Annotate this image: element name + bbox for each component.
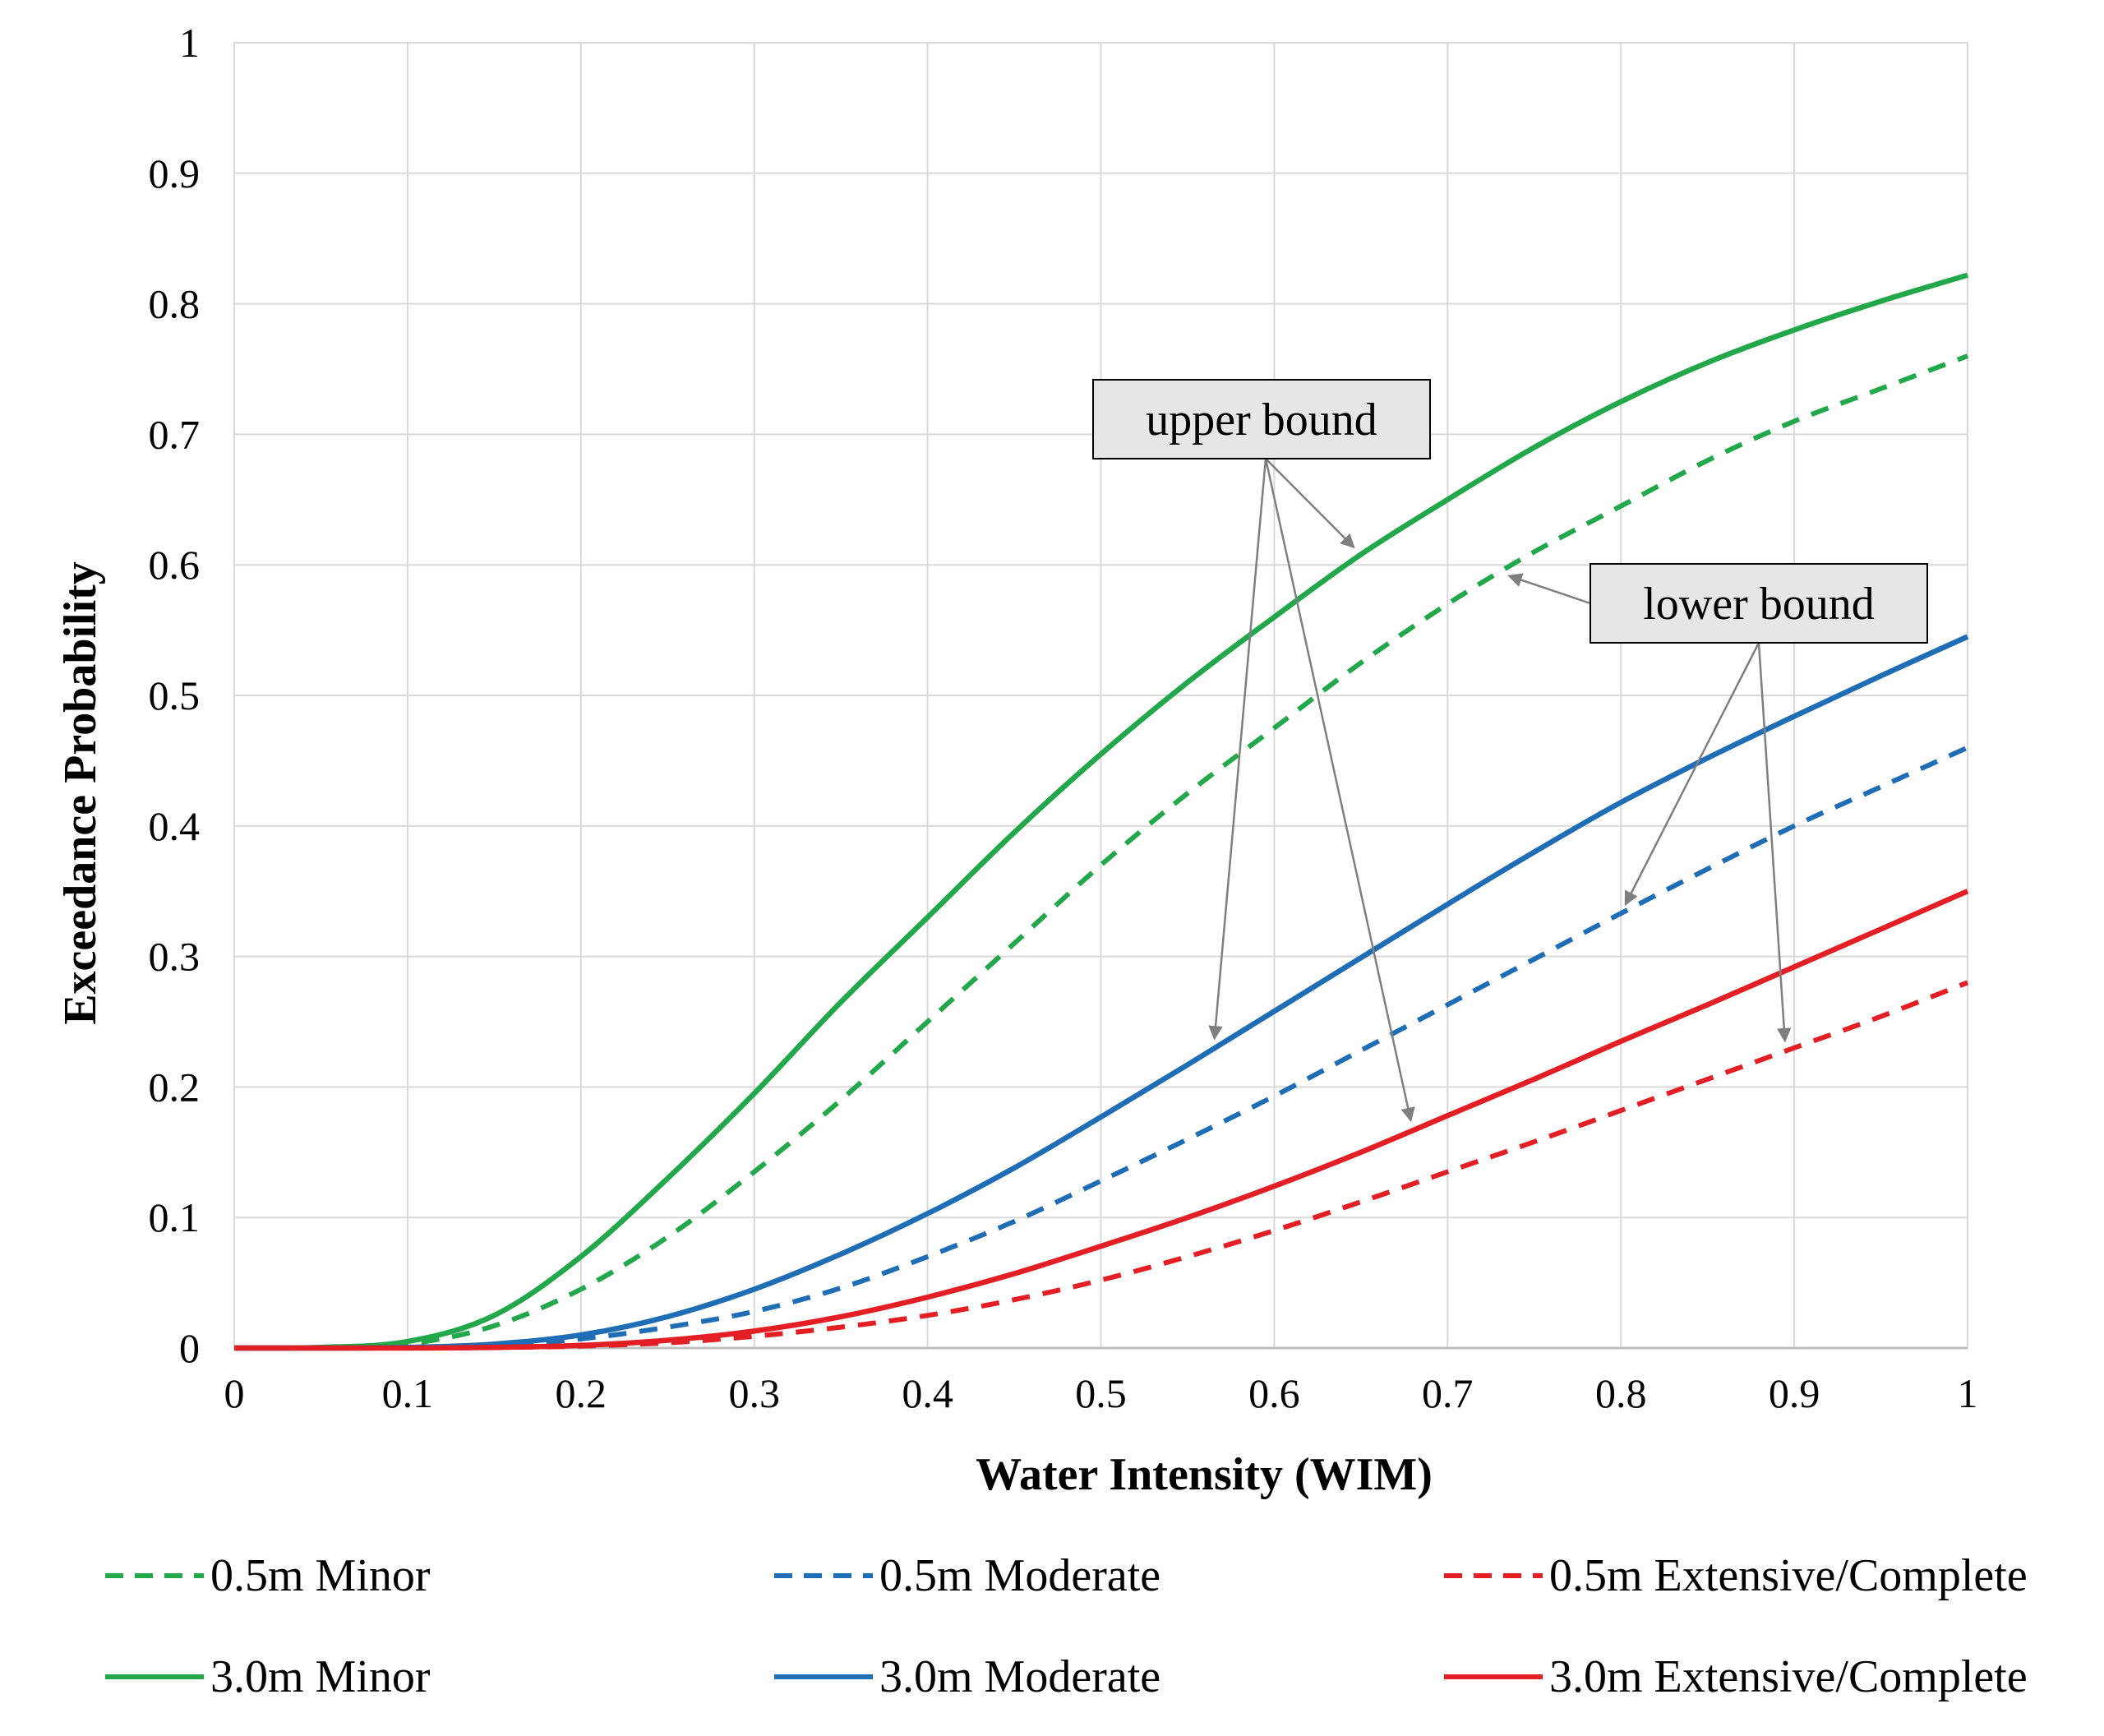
legend-item: 0.5m Minor xyxy=(105,1550,431,1601)
y-tick-label: 0.9 xyxy=(149,150,201,196)
grid-lines xyxy=(233,42,1968,1349)
x-tick-label: 0.1 xyxy=(382,1370,434,1416)
x-tick-label: 0.8 xyxy=(1595,1370,1647,1416)
series-line-3-0m-minor xyxy=(233,272,1968,1351)
legend-item: 0.5m Extensive/Complete xyxy=(1444,1550,2028,1601)
legend-label: 3.0m Extensive/Complete xyxy=(1549,1651,2028,1702)
legend-label: 3.0m Moderate xyxy=(879,1651,1160,1702)
x-tick-label: 0.6 xyxy=(1248,1370,1300,1416)
y-tick-label: 0 xyxy=(179,1325,200,1371)
y-tick-label: 1 xyxy=(179,20,200,66)
x-tick-labels: 0 0.1 0.2 0.3 0.4 0.5 0.6 0.7 0.8 0.9 1 xyxy=(224,1370,1978,1416)
y-axis-title: Exceedance Probability xyxy=(55,561,106,1025)
y-tick-label: 0.7 xyxy=(149,411,201,457)
legend-label: 0.5m Extensive/Complete xyxy=(1549,1550,2028,1601)
legend-item: 3.0m Extensive/Complete xyxy=(1444,1651,2028,1702)
annotation-label: lower bound xyxy=(1643,579,1875,630)
legend-label: 0.5m Minor xyxy=(210,1550,431,1601)
annotation-box xyxy=(1590,563,1928,644)
x-tick-label: 0.2 xyxy=(556,1370,607,1416)
annotations: upper bound lower bound xyxy=(1092,379,1928,1123)
annotation-box xyxy=(1092,379,1431,459)
x-tick-label: 0 xyxy=(224,1370,245,1416)
y-tick-labels: 0 0.1 0.2 0.3 0.4 0.5 0.6 0.7 0.8 0.9 1 xyxy=(149,20,201,1371)
y-tick-label: 0.6 xyxy=(149,542,201,588)
x-axis-title: Water Intensity (WIM) xyxy=(976,1449,1433,1500)
annotation-arrow xyxy=(1507,573,1591,605)
x-tick-label: 0.4 xyxy=(902,1370,953,1416)
legend-item: 3.0m Minor xyxy=(105,1651,431,1702)
annotation-upper-bound: upper bound xyxy=(1092,379,1431,1123)
legend-item: 0.5m Moderate xyxy=(774,1550,1160,1601)
x-tick-label: 1 xyxy=(1958,1370,1978,1416)
legend-label: 3.0m Minor xyxy=(210,1651,431,1702)
y-tick-label: 0.8 xyxy=(149,281,201,327)
y-tick-label: 0.5 xyxy=(149,672,201,718)
series-line-3-0m-extensive-complete xyxy=(234,889,1969,1351)
series-line-3-0m-moderate xyxy=(233,634,1969,1351)
y-tick-label: 0.1 xyxy=(149,1194,201,1240)
x-tick-label: 0.5 xyxy=(1075,1370,1127,1416)
y-tick-label: 0.4 xyxy=(149,803,201,849)
annotation-lower-bound: lower bound xyxy=(1507,563,1928,1043)
annotation-arrow xyxy=(1265,458,1355,549)
annotation-label: upper bound xyxy=(1146,395,1377,446)
annotation-arrow xyxy=(1264,458,1415,1123)
annotation-arrow xyxy=(1208,458,1267,1041)
y-tick-label: 0.3 xyxy=(149,934,201,980)
legend-label: 0.5m Moderate xyxy=(879,1550,1160,1601)
x-tick-label: 0.3 xyxy=(728,1370,780,1416)
x-tick-label: 0.9 xyxy=(1769,1370,1820,1416)
x-tick-label: 0.7 xyxy=(1422,1370,1474,1416)
annotation-arrow xyxy=(1757,642,1792,1043)
series-lines xyxy=(233,272,1969,1351)
y-tick-label: 0.2 xyxy=(149,1064,201,1110)
legend: 0.5m Minor 0.5m Moderate 0.5m Extensive/Co… xyxy=(105,1550,2028,1702)
annotation-arrow xyxy=(1624,642,1760,907)
legend-item: 3.0m Moderate xyxy=(774,1651,1160,1702)
